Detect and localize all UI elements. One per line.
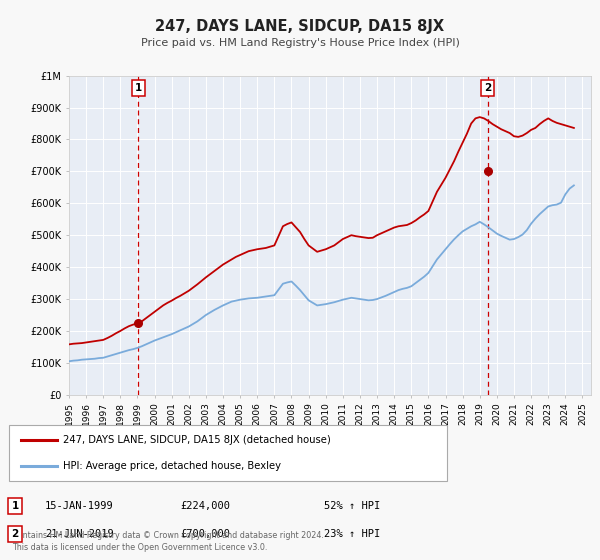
Text: 247, DAYS LANE, SIDCUP, DA15 8JX: 247, DAYS LANE, SIDCUP, DA15 8JX	[155, 20, 445, 34]
Text: 15-JAN-1999: 15-JAN-1999	[45, 501, 114, 511]
Text: Contains HM Land Registry data © Crown copyright and database right 2024.
This d: Contains HM Land Registry data © Crown c…	[12, 531, 324, 552]
Text: £700,000: £700,000	[180, 529, 230, 539]
Text: 2: 2	[484, 83, 491, 94]
FancyBboxPatch shape	[9, 424, 447, 481]
Text: 21-JUN-2019: 21-JUN-2019	[45, 529, 114, 539]
Text: £224,000: £224,000	[180, 501, 230, 511]
Text: HPI: Average price, detached house, Bexley: HPI: Average price, detached house, Bexl…	[63, 461, 281, 471]
Text: 2: 2	[11, 529, 19, 539]
Text: Price paid vs. HM Land Registry's House Price Index (HPI): Price paid vs. HM Land Registry's House …	[140, 38, 460, 48]
Text: 52% ↑ HPI: 52% ↑ HPI	[324, 501, 380, 511]
Text: 247, DAYS LANE, SIDCUP, DA15 8JX (detached house): 247, DAYS LANE, SIDCUP, DA15 8JX (detach…	[63, 435, 331, 445]
Text: 23% ↑ HPI: 23% ↑ HPI	[324, 529, 380, 539]
Text: 1: 1	[134, 83, 142, 94]
Text: 1: 1	[11, 501, 19, 511]
